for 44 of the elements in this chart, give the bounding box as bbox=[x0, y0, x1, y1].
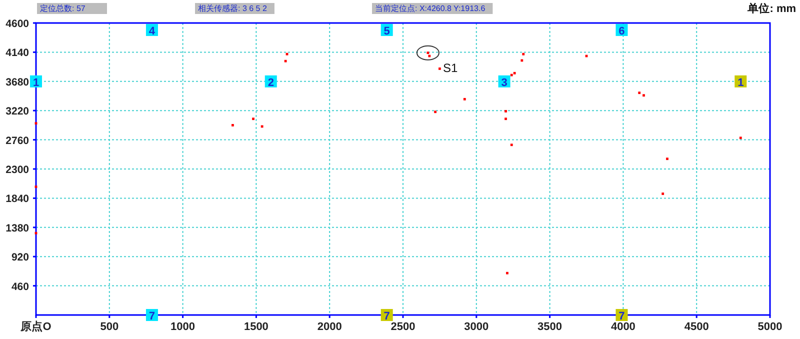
x-tick-label: 1000 bbox=[170, 321, 196, 333]
point bbox=[638, 92, 641, 94]
x-tick-label: 1500 bbox=[244, 321, 268, 333]
x-tick-label: 3500 bbox=[538, 321, 562, 333]
x-tick-label: 4000 bbox=[610, 321, 636, 333]
x-tick-label: 原点O bbox=[20, 320, 52, 333]
point bbox=[513, 72, 516, 74]
x-tick-label: 4500 bbox=[684, 321, 709, 333]
y-tick-label: 2300 bbox=[6, 164, 30, 176]
annotation: 1 bbox=[32, 76, 40, 89]
annotation: 5 bbox=[384, 25, 390, 38]
x-tick-label: 2000 bbox=[317, 321, 342, 333]
annotation: 4 bbox=[148, 25, 156, 38]
y-tick-label: 1380 bbox=[6, 222, 30, 234]
point bbox=[522, 52, 525, 56]
y-tick-label: 4140 bbox=[6, 47, 30, 60]
point bbox=[510, 144, 513, 146]
text: 当前定位点: X:4260.8 Y:1913.6 bbox=[375, 4, 486, 13]
annotation: 6 bbox=[618, 25, 625, 38]
annotation: 2 bbox=[268, 76, 274, 89]
x-tick-label: 3000 bbox=[464, 321, 489, 333]
annotation: 7 bbox=[618, 310, 625, 322]
x-tick-label: 5000 bbox=[758, 321, 782, 333]
y-tick-label: 3680 bbox=[6, 76, 30, 88]
text: 单位: mm bbox=[746, 2, 796, 15]
point bbox=[739, 136, 742, 140]
annotation: 7 bbox=[384, 310, 390, 322]
point bbox=[510, 74, 513, 76]
x-tick-label: 2500 bbox=[390, 321, 416, 333]
annotation: 3 bbox=[501, 76, 508, 89]
y-tick-label: 4600 bbox=[6, 18, 30, 30]
text: 定位总数: 57 bbox=[40, 4, 86, 13]
point bbox=[463, 98, 466, 100]
y-tick-label: 3220 bbox=[6, 106, 30, 118]
text: 相关传感器: 3 6 5 2 bbox=[198, 4, 268, 13]
y-tick-label: 2760 bbox=[6, 134, 30, 147]
annotation: 1 bbox=[738, 76, 744, 89]
annotation: 7 bbox=[148, 310, 156, 322]
x-tick-label: 500 bbox=[100, 321, 119, 333]
y-tick-label: 1840 bbox=[6, 193, 30, 206]
y-tick-label: 460 bbox=[11, 280, 30, 293]
y-tick-label: 920 bbox=[11, 252, 30, 264]
annotation: S1 bbox=[442, 60, 458, 75]
point bbox=[284, 60, 287, 62]
